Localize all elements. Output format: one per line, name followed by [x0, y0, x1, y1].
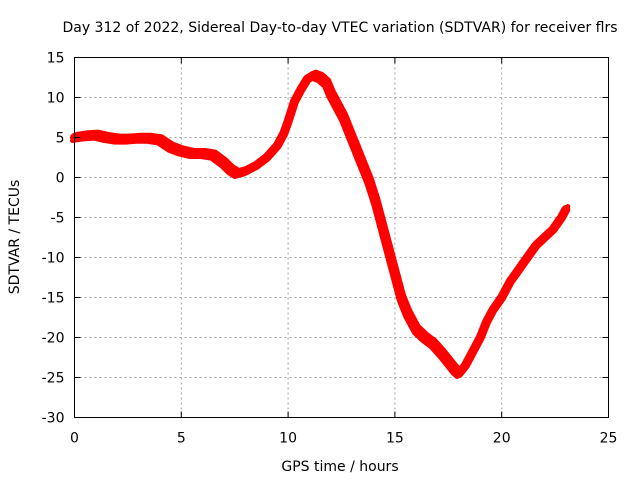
data-point	[489, 306, 497, 313]
y-axis-label: SDTVAR / TECUs	[7, 180, 23, 295]
data-point	[523, 254, 531, 261]
data-point	[241, 167, 249, 175]
data-point	[444, 358, 452, 365]
data-point	[113, 135, 121, 143]
data-point	[124, 135, 132, 143]
chart-title: Day 312 of 2022, Sidereal Day-to-day VTE…	[62, 20, 617, 36]
x-tick-label: 5	[177, 431, 186, 447]
series-layer	[70, 69, 571, 379]
data-point	[385, 246, 392, 253]
series-line-strand	[70, 75, 567, 379]
data-point	[359, 162, 367, 169]
data-point	[378, 222, 386, 229]
data-point	[515, 266, 523, 273]
data-point	[233, 170, 241, 177]
data-point	[145, 134, 153, 142]
data-point	[303, 75, 311, 83]
data-point	[461, 362, 469, 369]
data-point	[284, 118, 292, 125]
data-point	[188, 150, 196, 157]
data-point	[476, 334, 484, 341]
x-axis-label: GPS time / hours	[281, 459, 398, 475]
data-point	[455, 370, 463, 377]
data-point	[199, 150, 207, 157]
series-line	[70, 70, 571, 378]
grid-lines	[74, 57, 609, 418]
data-point	[562, 206, 570, 213]
data-point	[353, 146, 360, 153]
data-point	[297, 86, 305, 93]
y-tick-label: -30	[42, 411, 65, 427]
data-point	[365, 178, 373, 185]
y-tick-label: -20	[42, 331, 65, 347]
data-point	[263, 154, 271, 161]
x-tick-label: 25	[600, 431, 618, 447]
y-tick-label: -10	[42, 251, 65, 267]
data-point	[316, 74, 324, 81]
data-point	[498, 294, 506, 301]
data-point	[327, 90, 335, 97]
data-point	[549, 226, 557, 233]
y-tick-label: 0	[56, 171, 65, 187]
data-point	[310, 71, 318, 79]
data-point	[506, 278, 514, 285]
data-point	[391, 270, 399, 277]
data-point	[412, 326, 420, 333]
data-point	[81, 132, 89, 140]
y-tick-label: 5	[56, 131, 65, 147]
y-tick-label: -5	[51, 211, 65, 227]
data-point	[483, 318, 491, 325]
data-point	[438, 350, 446, 357]
x-tick-label: 0	[70, 431, 79, 447]
data-point	[103, 134, 110, 141]
data-point	[220, 159, 228, 167]
data-point	[421, 334, 429, 341]
series-line-strand	[74, 69, 571, 373]
x-tick-label: 15	[386, 431, 404, 447]
plot-frame	[74, 57, 609, 418]
data-point	[333, 102, 341, 109]
data-point	[226, 166, 234, 173]
data-point	[404, 310, 412, 317]
data-point	[468, 350, 476, 357]
x-tick-label: 10	[279, 431, 297, 447]
y-tick-label: 10	[47, 91, 65, 107]
data-point	[429, 340, 437, 348]
data-point	[92, 131, 100, 139]
y-tick-label: -25	[42, 371, 65, 387]
data-point	[532, 242, 540, 249]
data-point	[372, 198, 380, 205]
data-point	[252, 162, 260, 169]
data-point	[397, 294, 405, 301]
data-point	[135, 134, 143, 142]
data-point	[323, 79, 330, 87]
data-point	[540, 234, 548, 241]
data-point	[558, 214, 565, 221]
data-point	[167, 143, 175, 151]
y-tick-label: 15	[47, 51, 65, 67]
y-axis: -30 -25 -20 -15 -10 -5 0 5 10 15	[42, 51, 609, 427]
data-point	[346, 130, 354, 137]
data-point	[273, 142, 281, 149]
data-point	[340, 114, 348, 121]
data-point	[209, 151, 217, 159]
data-point	[156, 136, 164, 144]
data-point	[291, 98, 298, 105]
x-tick-label: 20	[493, 431, 511, 447]
x-axis: 0 5 10 15 20 25	[70, 57, 618, 447]
data-point	[177, 147, 185, 155]
y-tick-label: -15	[42, 291, 65, 307]
data-point	[280, 130, 288, 137]
